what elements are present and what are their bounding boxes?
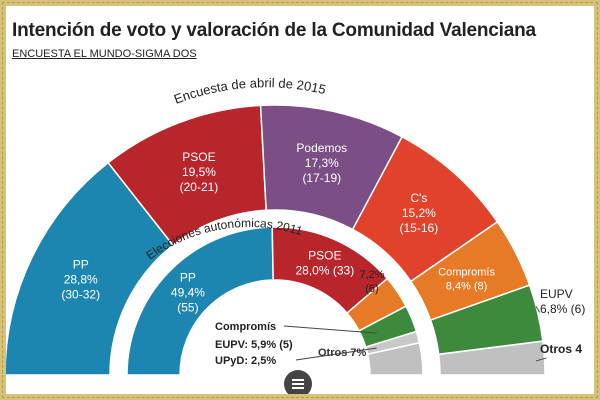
inner-callout-eupv: EUPV: 5,9% (5) [215, 339, 293, 351]
outer-label-eupv: EUPV 6,8% (6) [540, 287, 585, 316]
inner-label-psoe: PSOE 28,0% (33) [296, 249, 355, 278]
inner-slice-otros [366, 341, 424, 376]
menu-button[interactable] [284, 370, 312, 398]
hamburger-menu-icon [292, 379, 304, 389]
outer-ring-2015 [4, 104, 546, 376]
outer-leader-eupv [535, 306, 541, 313]
outer-label-otros: Otros 4 [540, 342, 582, 356]
outer-label-compromis: Compromís 8,4% (8) [438, 266, 495, 292]
outer-label-pp: PP 28,8% (30-32) [61, 258, 100, 302]
outer-label-psoe: PSOE 19,5% (20-21) [180, 150, 219, 194]
inner-callout-otros: Otros 7% [318, 347, 367, 359]
inner-label-compromis-value: 7,2% (6) [359, 269, 384, 295]
inner-callout-compromis: Compromís [215, 321, 276, 333]
inner-label-pp: PP 49,4% (55) [171, 271, 205, 315]
outer-leader-otros [535, 357, 547, 362]
outer-label-podemos: Podemos 17,3% (17-19) [296, 141, 347, 185]
chart-source: ENCUESTA EL MUNDO-SIGMA DOS [12, 48, 197, 60]
chart-title: Intención de voto y valoración de la Com… [12, 20, 536, 41]
inner-leader-upyd [295, 347, 377, 361]
slice-labels: PP 28,8% (30-32) PSOE 19,5% (20-21) Podemos 17,… [61, 141, 585, 367]
inner-leader-compromis [283, 325, 377, 334]
outer-slice-otros [437, 340, 546, 376]
outer-ring-title: Encuesta de abril de 2015 [172, 75, 327, 107]
inner-callout-upyd: UPyD: 2,5% [215, 355, 276, 367]
outer-label-cs: C's 15,2% (15-16) [400, 191, 439, 235]
inner-ring-2011 [126, 226, 424, 376]
